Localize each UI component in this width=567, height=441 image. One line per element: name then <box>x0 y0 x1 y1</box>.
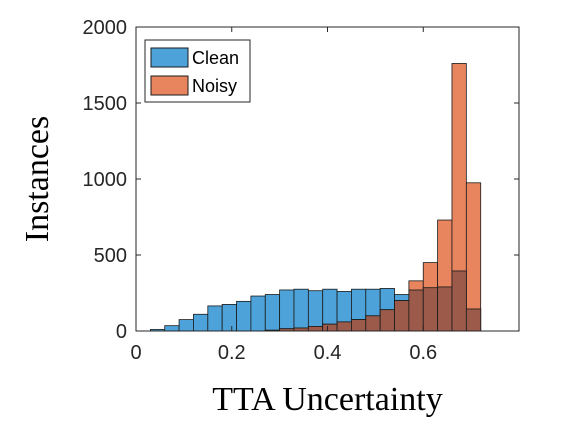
bar-clean-1 <box>164 325 180 332</box>
y-tick-label: 1000 <box>83 169 128 191</box>
x-tick-label: 0.6 <box>409 342 437 364</box>
x-tick-label: 0.4 <box>314 342 342 364</box>
bar-overlap-20 <box>437 286 453 332</box>
bar-overlap-13 <box>336 321 352 332</box>
x-tick-label: 0 <box>130 342 141 364</box>
bar-clean-2 <box>178 319 194 332</box>
y-axis-label: Instances <box>19 116 56 243</box>
y-tick-label: 2000 <box>83 17 128 39</box>
bar-clean-11 <box>307 290 324 332</box>
bar-clean-6 <box>236 300 252 332</box>
x-axis: 0 0.2 0.4 0.6 <box>130 27 437 364</box>
bar-overlap-21 <box>451 270 467 332</box>
bar-overlap-11 <box>307 326 324 332</box>
legend-label-noisy: Noisy <box>192 76 237 96</box>
legend-label-clean: Clean <box>192 48 239 68</box>
bar-overlap-18 <box>408 289 424 332</box>
y-tick-label: 500 <box>94 245 127 267</box>
overlap-region-bars <box>264 270 482 332</box>
bar-overlap-17 <box>394 300 410 332</box>
x-axis-label: TTA Uncertainty <box>212 381 442 418</box>
bar-overlap-16 <box>379 309 395 332</box>
bar-clean-9 <box>279 289 295 332</box>
bar-clean-3 <box>193 313 209 332</box>
bar-overlap-14 <box>351 319 367 332</box>
bar-clean-7 <box>250 295 266 332</box>
bar-clean-4 <box>207 305 223 332</box>
legend-swatch-noisy <box>150 75 189 96</box>
x-tick-label: 0.2 <box>218 342 246 364</box>
bar-overlap-22 <box>465 308 482 332</box>
legend: Clean Noisy <box>144 39 251 103</box>
bar-clean-10 <box>293 288 309 332</box>
y-axis: 0 500 1000 1500 2000 <box>83 17 519 343</box>
y-tick-label: 1500 <box>83 93 128 115</box>
bar-clean-8 <box>264 294 281 332</box>
bar-clean-5 <box>221 303 237 332</box>
legend-swatch-clean <box>150 47 189 68</box>
bar-overlap-15 <box>365 315 381 332</box>
bar-overlap-12 <box>322 323 338 332</box>
y-tick-label: 0 <box>116 321 127 343</box>
bar-overlap-19 <box>422 287 439 332</box>
